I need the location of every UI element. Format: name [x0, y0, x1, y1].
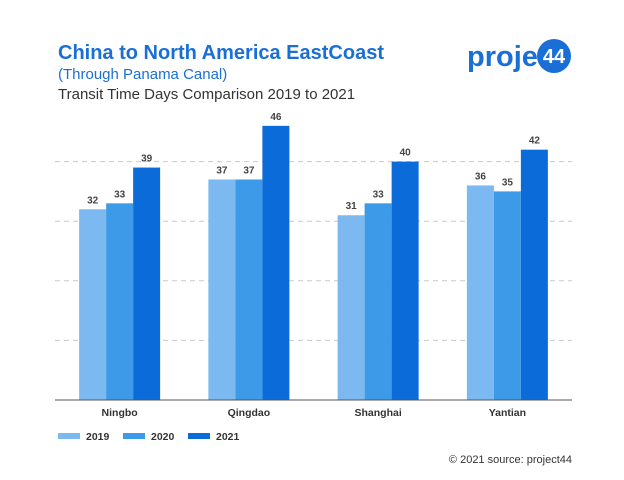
bar-shanghai-2020 [364, 203, 392, 400]
data-label-yantian-2019: 36 [475, 171, 487, 182]
bar-qingdao-2020 [235, 179, 263, 400]
chart-subtitle-2: Transit Time Days Comparison 2019 to 202… [58, 86, 355, 103]
data-label-shanghai-2020: 33 [373, 189, 385, 200]
data-label-qingdao-2020: 37 [243, 165, 255, 176]
x-axis-ticks: Ningbo Qingdao Shanghai Yantian [102, 407, 527, 419]
data-label-shanghai-2021: 40 [400, 148, 412, 159]
data-labels: 32 33 39 37 37 46 31 33 40 36 35 42 [87, 112, 540, 212]
bar-ningbo-2019 [79, 209, 107, 400]
x-tick-label-yantian: Yantian [489, 407, 526, 419]
chart-title: China to North America EastCoast [58, 42, 384, 64]
legend-swatch-2021 [188, 433, 210, 439]
legend: 2019 2020 2021 [58, 431, 240, 443]
data-label-qingdao-2021: 46 [270, 112, 282, 123]
logo-badge-icon [537, 39, 571, 73]
legend-label-2019: 2019 [86, 431, 110, 443]
logo-number: 44 [543, 46, 566, 68]
bar-shanghai-2021 [391, 161, 419, 400]
source-note: © 2021 source: project44 [449, 454, 572, 466]
x-tick-label-ningbo: Ningbo [102, 407, 138, 419]
bar-ningbo-2020 [106, 203, 134, 400]
bar-qingdao-2021 [262, 125, 290, 400]
x-tick-label-shanghai: Shanghai [354, 407, 401, 419]
data-label-shanghai-2019: 31 [346, 201, 358, 212]
bar-ningbo-2021 [133, 167, 161, 400]
bar-yantian-2021 [520, 149, 548, 400]
project44-logo: project 44 [467, 39, 571, 73]
x-tick-label-qingdao: Qingdao [228, 407, 271, 419]
legend-swatch-2019 [58, 433, 80, 439]
bar-qingdao-2019 [208, 179, 236, 400]
data-label-yantian-2021: 42 [529, 136, 541, 147]
data-label-qingdao-2019: 37 [216, 165, 228, 176]
data-label-ningbo-2020: 33 [114, 189, 126, 200]
bar-yantian-2019 [466, 185, 494, 400]
legend-swatch-2020 [123, 433, 145, 439]
bar-yantian-2020 [493, 191, 521, 400]
bars [79, 125, 548, 400]
legend-label-2020: 2020 [151, 431, 175, 443]
data-label-ningbo-2021: 39 [141, 154, 153, 165]
bar-shanghai-2019 [337, 215, 365, 400]
data-label-yantian-2020: 35 [502, 177, 514, 188]
data-label-ningbo-2019: 32 [87, 195, 99, 206]
chart-subtitle: (Through Panama Canal) [58, 66, 227, 83]
legend-label-2021: 2021 [216, 431, 240, 443]
